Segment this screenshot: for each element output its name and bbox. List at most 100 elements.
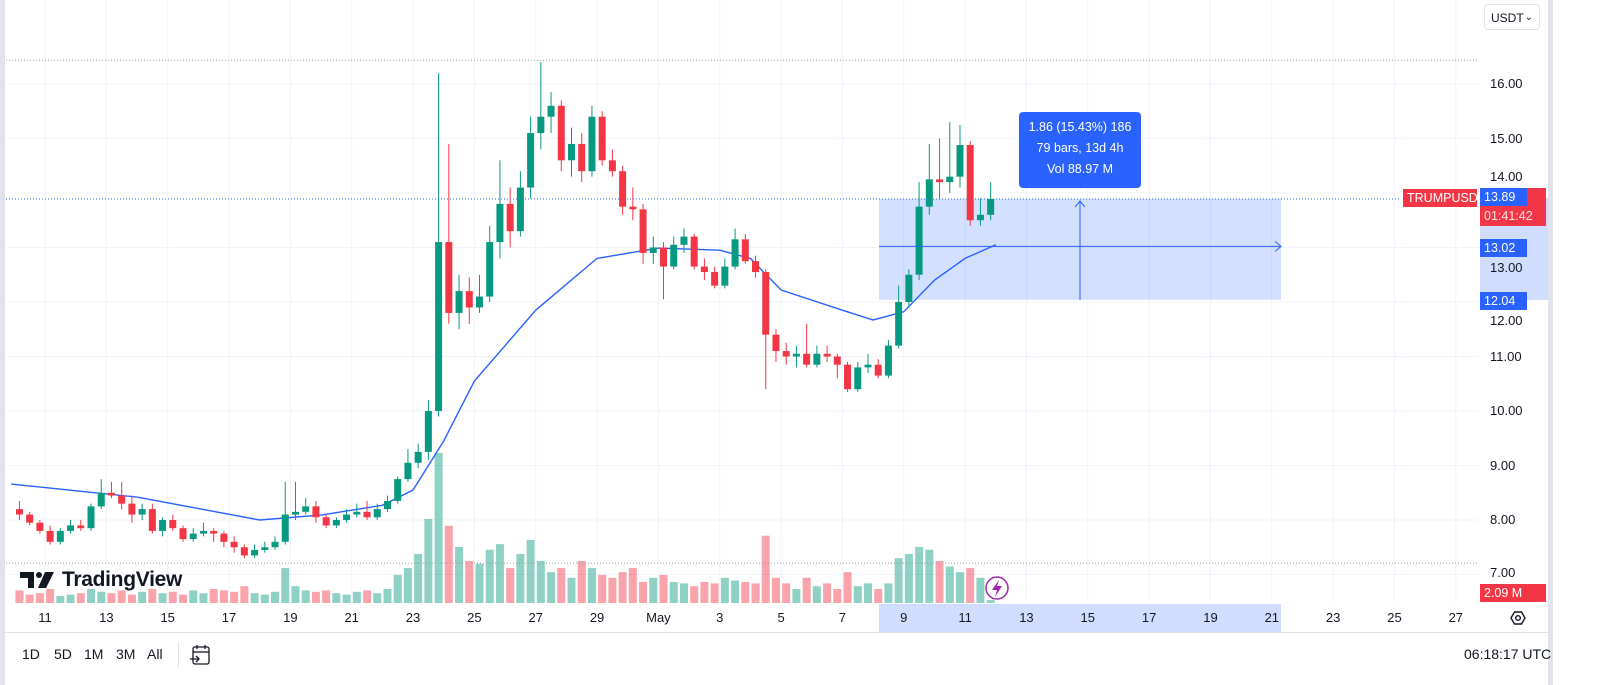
volume-bar — [117, 590, 126, 603]
volume-bar — [352, 591, 361, 603]
time-tick-label: 15 — [160, 610, 175, 625]
volume-bar — [536, 560, 545, 603]
volume-bar — [782, 583, 791, 603]
currency-label: USDT — [1491, 11, 1524, 25]
volume-bar — [710, 583, 719, 603]
candle-body — [404, 462, 412, 480]
settings-icon[interactable] — [1510, 611, 1526, 625]
candle-body — [741, 239, 749, 262]
volume-bar — [434, 453, 443, 603]
candle-body — [792, 353, 800, 357]
candle-body — [159, 520, 167, 531]
volume-bar — [792, 588, 801, 603]
price-tick-label: 7.00 — [1490, 565, 1516, 580]
candle-body — [833, 356, 841, 365]
volume-bar — [495, 544, 504, 603]
candle-body — [782, 351, 790, 357]
candle-body — [578, 143, 586, 172]
candle-body — [936, 179, 944, 183]
measure-tooltip: 1.86 (15.43%) 186 79 bars, 13d 4h Vol 88… — [1019, 112, 1141, 188]
candle-body — [854, 367, 862, 390]
candle-body — [803, 353, 811, 365]
volume-bar — [414, 553, 423, 603]
volume-bar — [577, 560, 586, 603]
candle-body — [700, 266, 708, 273]
volume-bar — [455, 546, 464, 603]
go-to-date-icon[interactable] — [190, 643, 212, 667]
volume-bar — [659, 574, 668, 603]
range-3m-button[interactable]: 3M — [116, 646, 136, 662]
candle-body — [823, 353, 831, 357]
volume-bar — [35, 593, 44, 603]
volume-bar — [915, 546, 924, 603]
volume-bar — [219, 590, 228, 603]
volume-bar — [403, 567, 412, 603]
volume-bar — [189, 590, 198, 603]
volume-bar — [322, 590, 331, 603]
clock[interactable]: 06:18:17 UTC — [1464, 646, 1552, 662]
candle-body — [956, 145, 964, 177]
bottom-toolbar-divider — [5, 632, 1548, 633]
candle-body — [322, 517, 330, 526]
volume-bar — [639, 581, 648, 603]
lightning-icon[interactable] — [985, 576, 1009, 600]
volume-bar — [332, 593, 341, 603]
candle-body — [77, 525, 85, 529]
candle-body — [772, 334, 780, 352]
candle-body — [67, 525, 75, 531]
candles — [15, 62, 995, 559]
time-tick-label: 19 — [1203, 610, 1218, 625]
volume-bar — [271, 591, 280, 603]
candle-body — [199, 530, 207, 534]
candle-body — [373, 509, 381, 518]
time-tick-label: 19 — [283, 610, 298, 625]
time-tick-label: 3 — [716, 610, 724, 625]
range-1m-button[interactable]: 1M — [84, 646, 104, 662]
candle-body — [281, 514, 289, 542]
price-chart[interactable] — [0, 0, 1548, 632]
candle-body — [608, 160, 616, 172]
volume-bar — [966, 567, 975, 603]
candle-body — [690, 236, 698, 267]
candle-body — [36, 522, 44, 531]
volume-bar — [526, 539, 535, 603]
candle-body — [660, 247, 668, 267]
range-5d-button[interactable]: 5D — [54, 646, 72, 662]
measure-change: 1.86 (15.43%) 186 — [1028, 120, 1132, 134]
candle-body — [26, 514, 34, 523]
volume-bar — [424, 518, 433, 603]
range-1d-button[interactable]: 1D — [22, 646, 40, 662]
price-tick-label: 13.00 — [1490, 260, 1523, 275]
candle-body — [414, 451, 422, 463]
range-all-button[interactable]: All — [147, 646, 163, 662]
currency-selector[interactable]: USDT ⌄ — [1484, 4, 1540, 30]
candle-body — [148, 509, 156, 531]
candle-body — [312, 506, 320, 518]
candle-body — [506, 203, 514, 232]
volume-bar — [863, 583, 872, 603]
measure-volume: Vol 88.97 M — [1046, 162, 1113, 176]
candle-body — [46, 530, 54, 542]
candle-body — [230, 541, 238, 548]
volume-bar — [240, 586, 249, 603]
toolbar-separator — [178, 642, 179, 668]
time-tick-label: 25 — [467, 610, 482, 625]
volume-bar — [342, 594, 351, 603]
volume-bar — [802, 577, 811, 603]
candle-body — [424, 411, 432, 452]
volume-bar — [15, 590, 24, 603]
volume-bar — [66, 594, 75, 603]
chevron-down-icon: ⌄ — [1524, 12, 1533, 23]
candle-body — [905, 274, 913, 302]
volume-bar — [843, 572, 852, 603]
volume-bar — [179, 594, 188, 603]
candle-body — [588, 116, 596, 172]
candle-body — [752, 261, 760, 273]
volume-bar — [87, 588, 96, 603]
volume-bar — [935, 560, 944, 603]
price-tick-label: 11.00 — [1490, 348, 1522, 364]
volume-bar — [46, 588, 55, 603]
tradingview-logo[interactable]: TradingView — [20, 568, 182, 592]
volume-bar — [444, 525, 453, 603]
bar-countdown: 01:41:42 — [1484, 209, 1533, 223]
